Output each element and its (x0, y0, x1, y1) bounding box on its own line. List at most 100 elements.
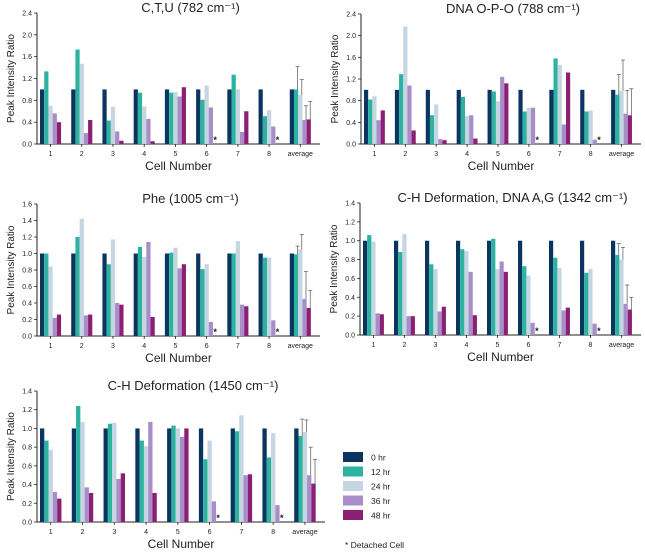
bar (177, 96, 182, 144)
bar (434, 104, 439, 144)
x-axis-label: Cell Number (148, 537, 215, 551)
detached-marker: * (535, 326, 539, 336)
bar (106, 264, 111, 336)
bar (71, 253, 76, 336)
y-tick-label: 1.2 (22, 235, 32, 242)
bar (464, 251, 469, 335)
x-tick-label: 4 (465, 151, 469, 158)
y-tick-label: 0.0 (345, 333, 355, 340)
y-tick-label: 1.0 (345, 238, 355, 245)
chart-panel: C,T,U (782 cm⁻¹) 0.0 0.4 0.8 1.2 1.6 2.0 2.4 Pea… (6, 0, 320, 173)
bar (456, 240, 461, 335)
bar (106, 120, 111, 144)
legend-swatch (343, 510, 363, 520)
bar (181, 264, 186, 336)
y-tick-label: 2.0 (22, 32, 32, 39)
bar (588, 110, 593, 144)
x-tick-label: 1 (49, 343, 53, 350)
bar (56, 314, 62, 336)
bar (200, 269, 205, 336)
bar (530, 107, 536, 144)
bar (456, 89, 461, 144)
bar (142, 106, 147, 144)
bar (566, 72, 571, 144)
x-tick-label: 6 (205, 151, 209, 158)
bar (167, 428, 172, 522)
x-tick-label: 8 (271, 529, 275, 536)
detached-marker: * (280, 513, 284, 523)
bar (262, 257, 267, 336)
bar (75, 237, 80, 336)
bar (139, 440, 144, 522)
bar (495, 269, 500, 335)
bar (503, 271, 508, 335)
bar (115, 131, 120, 144)
bar (266, 257, 272, 336)
bar (294, 428, 299, 522)
bar (137, 92, 143, 144)
bar (376, 120, 381, 144)
bar (433, 269, 438, 335)
bar (150, 141, 155, 144)
bar (522, 266, 527, 335)
x-tick-label: 7 (236, 343, 240, 350)
bar (262, 428, 267, 522)
legend-swatch (343, 466, 363, 477)
bar (152, 492, 157, 522)
legend-label: 36 hr (371, 496, 391, 506)
x-tick-label: 2 (80, 151, 84, 158)
detached-marker: * (535, 135, 539, 145)
bar (133, 253, 138, 336)
bar (619, 259, 624, 335)
bar (363, 240, 368, 335)
bar (211, 501, 217, 522)
bar (57, 498, 62, 522)
bar (173, 247, 178, 336)
bar (584, 111, 589, 144)
bar (580, 89, 585, 144)
bar (460, 249, 465, 335)
chart-title: C-H Deformation, DNA A,G (1342 cm⁻¹) (397, 190, 627, 205)
y-tick-label: 0.2 (22, 501, 32, 508)
x-tick-label: average (288, 151, 313, 158)
bar (179, 436, 185, 522)
bar (442, 140, 447, 144)
y-tick-label: 1.4 (22, 218, 32, 225)
bar (239, 304, 245, 336)
y-tick-label: 0.4 (22, 301, 32, 308)
bar (204, 85, 209, 144)
bar (615, 94, 620, 144)
bar (302, 432, 308, 522)
bar (196, 253, 201, 336)
bar (627, 115, 632, 144)
bar (227, 89, 232, 144)
bar (372, 96, 377, 144)
bar (364, 89, 369, 144)
detached-marker: * (213, 327, 217, 337)
bar (231, 253, 236, 336)
x-tick-label: 6 (208, 529, 212, 536)
bar (530, 322, 535, 335)
x-tick-label: 6 (527, 342, 531, 349)
bar (80, 421, 85, 522)
legend: 0 hr 12 hr 24 hr 36 hr 48 hr * Detached Cell (343, 452, 404, 550)
bar (500, 76, 505, 144)
bar (239, 415, 244, 522)
y-tick-label: 1.0 (22, 251, 32, 258)
chart-title: C,T,U (782 cm⁻¹) (141, 0, 240, 15)
y-tick-label: 0.0 (22, 520, 32, 527)
x-tick-label: 3 (111, 343, 115, 350)
legend-label: 12 hr (371, 467, 391, 477)
bar (403, 26, 408, 144)
bar (52, 317, 57, 336)
bar (79, 218, 84, 336)
y-tick-label: 1.4 (345, 201, 355, 208)
bar (120, 473, 126, 522)
y-tick-label: 0.0 (22, 142, 32, 149)
x-axis-label: Cell Number (468, 159, 535, 173)
bar (407, 85, 412, 144)
bar (460, 96, 466, 144)
x-tick-label: average (288, 343, 313, 350)
chart-title: Phe (1005 cm⁻¹) (142, 191, 238, 206)
bar (557, 64, 562, 144)
